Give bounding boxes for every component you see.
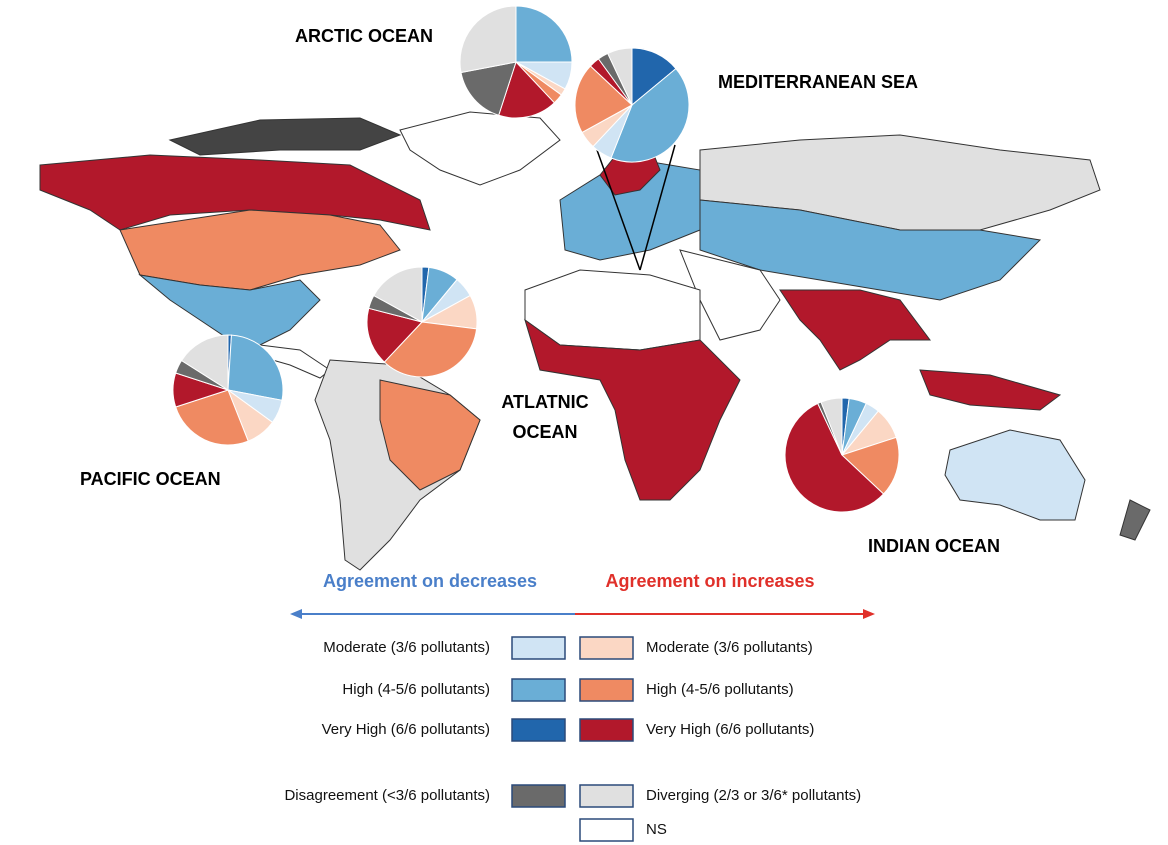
north-america-south [138, 274, 321, 346]
ocean-label: PACIFIC OCEAN [80, 469, 221, 489]
south-asia [779, 289, 931, 371]
new-zealand [1119, 499, 1151, 541]
legend-label: Diverging (2/3 or 3/6* pollutants) [646, 787, 861, 804]
ocean-label: INDIAN OCEAN [868, 536, 1000, 556]
africa-south [524, 318, 741, 501]
pie-wedge [366, 307, 423, 363]
legend-swatch [579, 636, 634, 660]
pie-wedge [841, 436, 900, 495]
arrowhead [863, 609, 875, 619]
pie-wedge [607, 47, 633, 106]
north-america-mid [119, 209, 401, 291]
legend-label: High (4-5/6 pollutants) [342, 681, 490, 698]
legend-label: Disagreement (<3/6 pollutants) [284, 787, 490, 804]
legend-swatch [579, 678, 634, 702]
pointer-line [596, 149, 641, 271]
world-map [39, 111, 1151, 571]
pie-wedge [180, 334, 229, 391]
southeast-asia [919, 369, 1062, 411]
pie-wedge [498, 61, 556, 119]
arctic-islands [168, 117, 402, 156]
pie-wedge [820, 397, 843, 456]
pie-wedge [610, 67, 690, 163]
australia [944, 429, 1086, 521]
legend-title: Agreement on increases [605, 571, 814, 591]
legend-label: High (4-5/6 pollutants) [646, 681, 794, 698]
legend-label: Very High (6/6 pollutants) [646, 721, 814, 738]
legend-label: Very High (6/6 pollutants) [322, 721, 490, 738]
greenland [399, 111, 561, 186]
legend-swatch [579, 818, 634, 842]
legend-swatch [511, 784, 566, 808]
pie-wedge [373, 266, 423, 323]
legend-swatch [511, 636, 566, 660]
pie-wedge [459, 5, 517, 74]
arrowhead [290, 609, 302, 619]
legend-label: Moderate (3/6 pollutants) [323, 639, 490, 656]
africa-north [524, 269, 701, 351]
ocean-label: MEDITERRANEAN SEA [718, 72, 918, 92]
ocean-label: OCEAN [512, 422, 577, 442]
asia-mid [699, 199, 1042, 301]
pie-wedge [175, 389, 249, 446]
legend: Moderate (3/6 pollutants) High (4-5/6 pol… [284, 636, 861, 842]
legend-swatch [579, 784, 634, 808]
pie-wedge [383, 321, 478, 378]
legend-swatch [511, 678, 566, 702]
pies [172, 5, 900, 513]
pie-wedge [515, 5, 573, 63]
pointer-line [639, 144, 676, 271]
pie-wedge [227, 334, 284, 401]
pie-wedge [784, 402, 885, 513]
pie-wedge [574, 65, 633, 134]
south-america-east [379, 379, 481, 491]
legend-label: Moderate (3/6 pollutants) [646, 639, 813, 656]
legend-label: NS [646, 821, 667, 838]
legend-title: Agreement on decreases [323, 571, 537, 591]
ocean-label: ARCTIC OCEAN [295, 26, 433, 46]
legend-swatch [511, 718, 566, 742]
north-america-north [39, 154, 431, 231]
ocean-label: ATLATNIC [501, 392, 588, 412]
legend-swatch [579, 718, 634, 742]
pie-wedge [460, 61, 517, 116]
